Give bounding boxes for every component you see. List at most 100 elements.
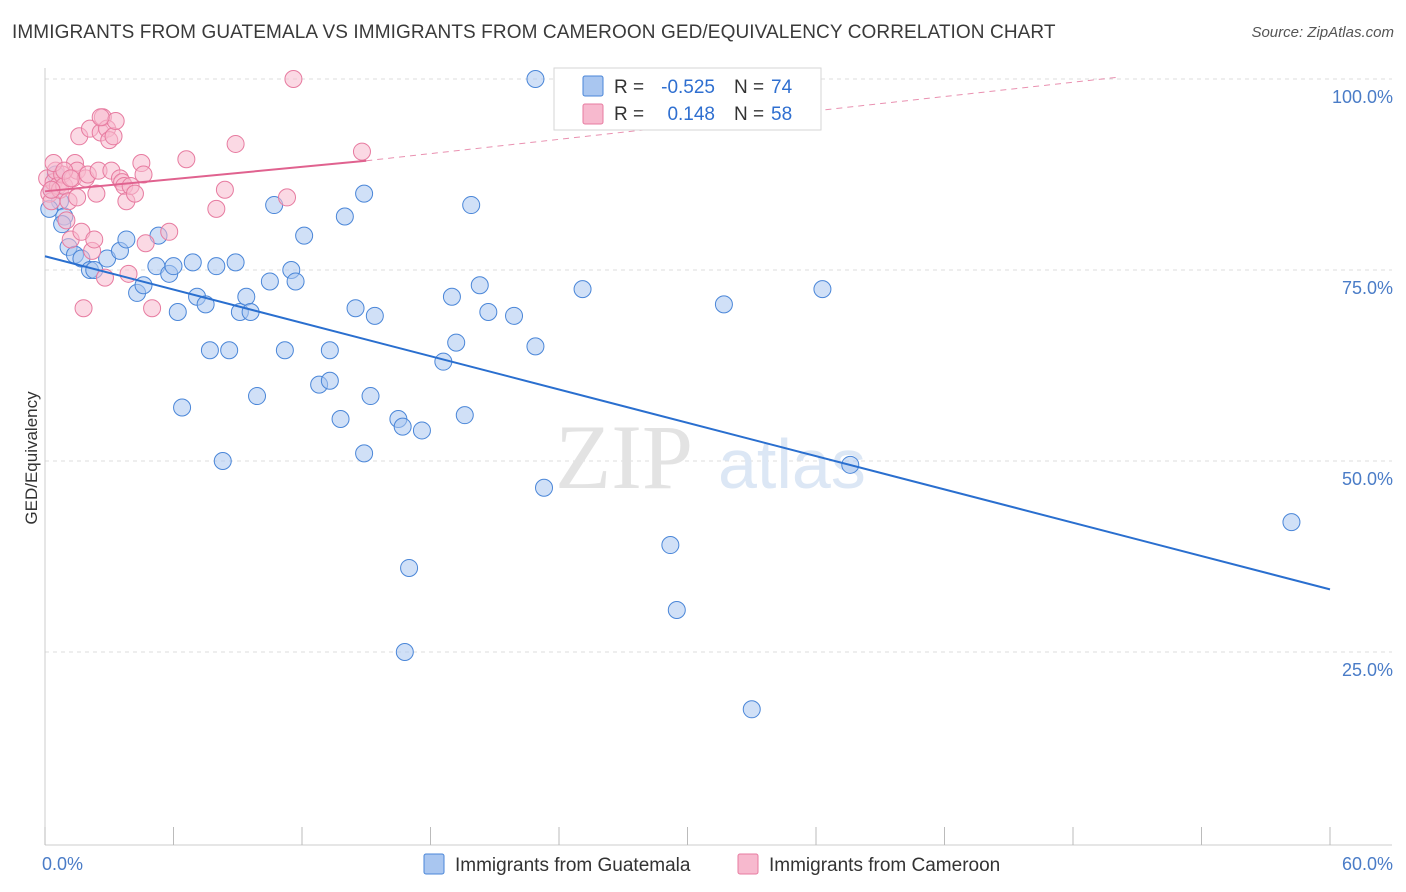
cameroon-point [352, 142, 371, 161]
legend-swatch-cameroon [582, 103, 604, 125]
cameroon-point [61, 169, 80, 188]
tick-labels: 25.0% 50.0% 75.0% 100.0% 0.0% 60.0% [42, 87, 1393, 874]
cameroon-point [68, 188, 87, 207]
guatemala-trend-line [44, 255, 1331, 591]
guatemala-point [505, 306, 524, 325]
guatemala-point [714, 295, 733, 314]
guatemala-point [661, 536, 680, 555]
cameroon-point [87, 184, 106, 203]
guatemala-point [470, 276, 489, 295]
guatemala-point [1282, 513, 1301, 532]
legend-r-label-1: R = [614, 77, 644, 98]
guatemala-point [335, 207, 354, 226]
cameroon-point [57, 211, 76, 230]
guatemala-point [400, 558, 419, 577]
legend-n-value-2: 58 [771, 104, 792, 125]
guatemala-point [168, 303, 187, 322]
chart-title: IMMIGRANTS FROM GUATEMALA VS IMMIGRANTS … [12, 22, 1056, 43]
guatemala-point [447, 333, 466, 352]
cameroon-point [278, 188, 297, 207]
y-axis-label: GED/Equivalency [22, 391, 41, 525]
cameroon-point [143, 299, 162, 318]
legend-n-label-2: N = [734, 104, 764, 125]
x-tick-label: 0.0% [42, 854, 83, 874]
guatemala-point [220, 341, 239, 360]
cameroon-point [207, 199, 226, 218]
cameroon-point [125, 184, 144, 203]
cameroon-point [136, 234, 155, 253]
y-tick-label: 25.0% [1342, 660, 1393, 680]
guatemala-point [117, 230, 136, 249]
cameroon-point [177, 150, 196, 169]
guatemala-point [462, 196, 481, 215]
source-label: Source: ZipAtlas.com [1251, 24, 1394, 41]
guatemala-point [442, 287, 461, 306]
guatemala-point [813, 280, 832, 299]
cameroon-point [74, 299, 93, 318]
legend-r-label-2: R = [614, 104, 644, 125]
cameroon-point [284, 70, 303, 88]
watermark: ZIP atlas [555, 406, 866, 508]
guatemala-point [412, 421, 431, 440]
guatemala-point [361, 387, 380, 406]
guatemala-point [260, 272, 279, 291]
cameroon-point [160, 222, 179, 241]
guatemala-point [173, 398, 192, 417]
guatemala-point [526, 70, 545, 88]
guatemala-point [395, 643, 414, 661]
guatemala-point [226, 253, 245, 272]
series-name-cameroon: Immigrants from Cameroon [769, 855, 1000, 876]
cameroon-point [106, 112, 125, 131]
watermark-zip: ZIP [555, 406, 693, 508]
series-swatch-cameroon [737, 853, 759, 875]
cameroon-point [91, 108, 110, 127]
guatemala-point [479, 303, 498, 322]
series-swatch-guatemala [423, 853, 445, 875]
guatemala-point [320, 341, 339, 360]
series-legend: Immigrants from Guatemala Immigrants fro… [423, 853, 1000, 876]
legend: R = -0.525 N = 74 R = 0.148 N = 58 [553, 67, 822, 131]
grid-lines [45, 78, 1392, 653]
guatemala-point [183, 253, 202, 272]
legend-n-value-1: 74 [771, 77, 793, 98]
guatemala-points [40, 70, 1301, 719]
guatemala-point [295, 226, 314, 245]
cameroon-point [104, 127, 123, 146]
guatemala-point [248, 387, 267, 406]
legend-r-value-1: -0.525 [661, 77, 715, 98]
cameroon-trend-line [44, 159, 367, 193]
guatemala-point [286, 272, 305, 291]
guatemala-point [455, 406, 474, 425]
y-tick-label: 50.0% [1342, 469, 1393, 489]
guatemala-point [526, 337, 545, 356]
guatemala-point [196, 295, 215, 314]
guatemala-point [237, 287, 256, 306]
guatemala-point [535, 478, 554, 497]
guatemala-point [742, 700, 761, 719]
guatemala-point [200, 341, 219, 360]
guatemala-point [346, 299, 365, 318]
guatemala-point [667, 600, 686, 619]
guatemala-point [355, 184, 374, 203]
cameroon-point [134, 165, 153, 184]
axes [44, 68, 1392, 846]
guatemala-point [355, 444, 374, 463]
guatemala-point [320, 371, 339, 390]
y-tick-label: 75.0% [1342, 278, 1393, 298]
cameroon-point [85, 230, 104, 249]
legend-n-label-1: N = [734, 77, 764, 98]
guatemala-point [331, 409, 350, 428]
cameroon-point [226, 134, 245, 153]
series-name-guatemala: Immigrants from Guatemala [455, 855, 691, 876]
trend-lines [44, 76, 1331, 591]
x-tick-label: 60.0% [1342, 854, 1393, 874]
guatemala-point [393, 417, 412, 436]
guatemala-point [365, 306, 384, 325]
guatemala-point [573, 280, 592, 299]
guatemala-point [213, 452, 232, 470]
legend-swatch-guatemala [582, 75, 604, 97]
guatemala-point [164, 257, 183, 276]
y-tick-label: 100.0% [1332, 87, 1393, 107]
cameroon-points [38, 70, 371, 318]
